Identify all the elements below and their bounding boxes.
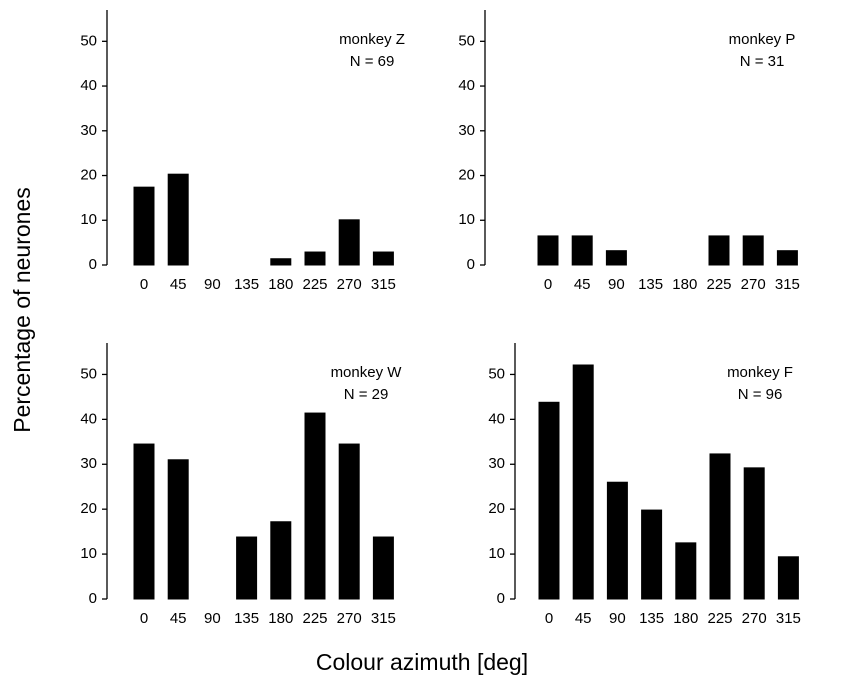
y-tick-label: 50	[80, 32, 97, 49]
bar	[708, 235, 730, 266]
x-tick-label: 45	[170, 276, 187, 293]
x-tick-label: 45	[575, 610, 592, 627]
x-tick-label: 0	[140, 610, 148, 627]
y-tick-label: 40	[458, 77, 475, 94]
x-tick-label: 135	[638, 276, 663, 293]
x-tick-label: 180	[672, 276, 697, 293]
x-tick-label: 270	[742, 610, 767, 627]
y-tick-label: 10	[80, 211, 97, 228]
bar	[372, 536, 394, 600]
x-tick-label: 0	[544, 276, 552, 293]
x-tick-label: 90	[608, 276, 625, 293]
y-axis-label: Percentage of neurones	[9, 187, 35, 433]
bar	[338, 443, 360, 600]
panel-annotation: N = 96	[738, 386, 783, 403]
y-tick-label: 50	[488, 365, 505, 382]
y-tick-label: 40	[80, 77, 97, 94]
x-tick-label: 135	[234, 610, 259, 627]
y-tick-label: 30	[80, 455, 97, 472]
y-tick-label: 30	[80, 122, 97, 139]
x-tick-label: 180	[268, 610, 293, 627]
x-tick-label: 0	[545, 610, 553, 627]
x-tick-label: 270	[337, 610, 362, 627]
x-tick-label: 315	[371, 610, 396, 627]
bar	[167, 459, 189, 600]
x-tick-label: 90	[609, 610, 626, 627]
x-tick-label: 180	[268, 276, 293, 293]
panel-title: monkey W	[331, 364, 403, 381]
x-tick-label: 135	[639, 610, 664, 627]
bar	[538, 401, 560, 600]
bar	[605, 250, 627, 266]
y-tick-label: 50	[80, 365, 97, 382]
y-tick-label: 20	[488, 500, 505, 517]
x-tick-label: 270	[741, 276, 766, 293]
x-tick-label: 0	[140, 276, 148, 293]
y-tick-label: 50	[458, 32, 475, 49]
bar	[167, 173, 189, 266]
x-tick-label: 180	[673, 610, 698, 627]
x-tick-label: 315	[371, 276, 396, 293]
x-tick-label: 90	[204, 610, 221, 627]
panel-annotation: N = 29	[344, 386, 389, 403]
y-tick-label: 0	[89, 256, 97, 273]
bar	[572, 364, 594, 600]
bar	[776, 250, 798, 266]
bar	[675, 542, 697, 600]
x-tick-label: 315	[776, 610, 801, 627]
y-tick-label: 0	[89, 590, 97, 607]
x-tick-label: 225	[707, 610, 732, 627]
bar	[606, 481, 628, 600]
y-tick-label: 10	[488, 545, 505, 562]
panel-title: monkey Z	[339, 31, 405, 48]
y-tick-label: 10	[458, 211, 475, 228]
bar	[338, 219, 360, 266]
y-tick-label: 30	[458, 122, 475, 139]
bar	[641, 509, 663, 600]
x-tick-label: 225	[302, 276, 327, 293]
x-tick-label: 225	[706, 276, 731, 293]
x-axis-label: Colour azimuth [deg]	[316, 649, 528, 675]
bar	[743, 467, 765, 600]
x-tick-label: 45	[170, 610, 187, 627]
x-tick-label: 45	[574, 276, 591, 293]
y-tick-label: 0	[467, 256, 475, 273]
bar	[133, 186, 155, 266]
y-tick-label: 20	[80, 500, 97, 517]
y-tick-label: 20	[458, 166, 475, 183]
panel-annotation: N = 31	[740, 53, 785, 70]
bar	[270, 521, 292, 600]
y-tick-label: 30	[488, 455, 505, 472]
y-tick-label: 40	[80, 410, 97, 427]
bar	[742, 235, 764, 266]
x-tick-label: 135	[234, 276, 259, 293]
y-tick-label: 10	[80, 545, 97, 562]
panel-title: monkey P	[729, 31, 796, 48]
panel-annotation: N = 69	[350, 53, 395, 70]
bar	[537, 235, 559, 266]
bar	[236, 536, 258, 600]
x-tick-label: 270	[337, 276, 362, 293]
bar	[133, 443, 155, 600]
bar	[270, 258, 292, 266]
x-tick-label: 315	[775, 276, 800, 293]
bar	[709, 453, 731, 600]
bar	[304, 251, 326, 266]
bar	[304, 412, 326, 600]
y-tick-label: 40	[488, 410, 505, 427]
y-tick-label: 0	[497, 590, 505, 607]
bar	[571, 235, 593, 266]
panel-title: monkey F	[727, 364, 793, 381]
y-tick-label: 20	[80, 166, 97, 183]
bar	[372, 251, 394, 266]
x-tick-label: 225	[302, 610, 327, 627]
x-tick-label: 90	[204, 276, 221, 293]
bar	[777, 556, 799, 600]
